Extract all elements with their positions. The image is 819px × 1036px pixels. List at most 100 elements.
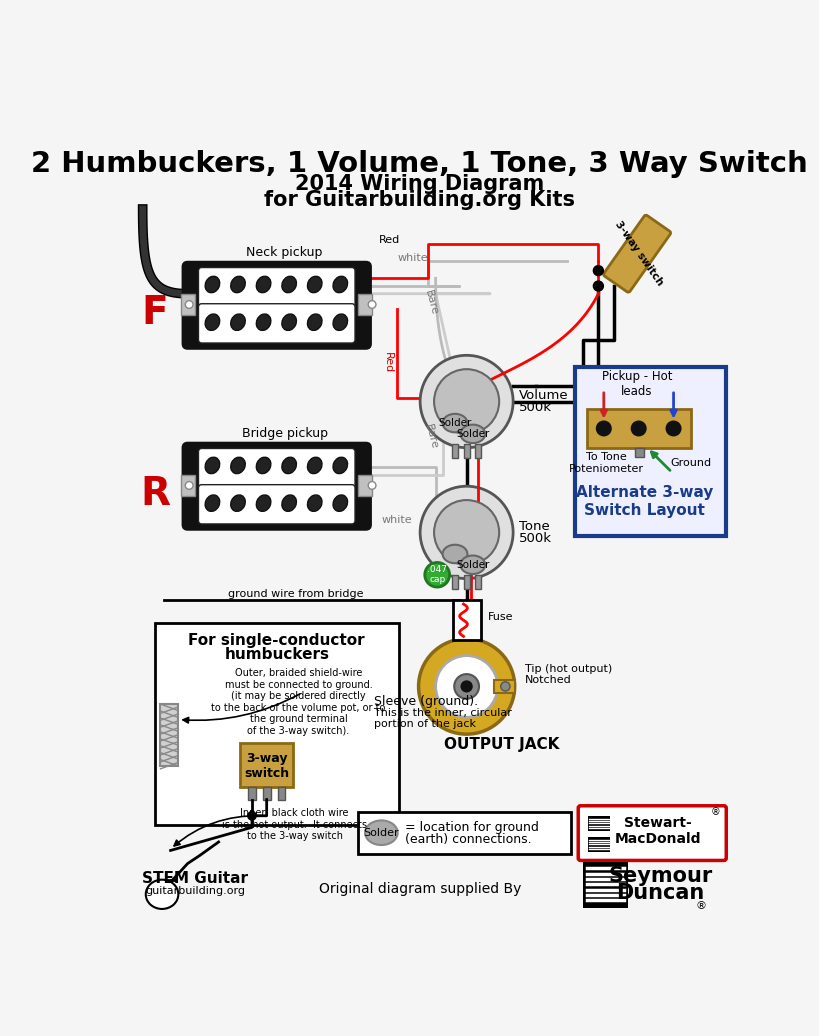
Bar [160,704,179,766]
Ellipse shape [460,555,485,574]
FancyBboxPatch shape [575,367,726,537]
Text: R: R [140,474,170,513]
Bar [452,575,458,588]
Text: for Guitarbuilding.org Kits: for Guitarbuilding.org Kits [264,190,575,209]
Bar [452,443,458,458]
Bar [475,575,482,588]
Ellipse shape [307,495,322,512]
Text: 3-way switch: 3-way switch [613,220,665,288]
Text: Red: Red [378,235,400,244]
Text: 500k: 500k [519,533,552,545]
Text: Duncan: Duncan [616,883,704,902]
Ellipse shape [365,821,398,845]
Text: Neck pickup: Neck pickup [247,247,323,259]
Circle shape [420,355,514,448]
Circle shape [667,422,681,435]
Circle shape [185,482,193,489]
Text: white: white [382,515,412,525]
Bar [358,474,372,496]
Circle shape [500,682,510,691]
FancyBboxPatch shape [183,262,370,348]
Text: Red: Red [382,352,392,374]
Ellipse shape [256,495,271,512]
Ellipse shape [460,425,485,443]
Circle shape [434,500,499,565]
Text: To Tone
Poteniometer: To Tone Poteniometer [568,453,644,473]
Ellipse shape [231,495,245,512]
Text: white: white [397,253,428,262]
Text: Sleeve (ground).: Sleeve (ground). [373,695,477,709]
Text: Seymour: Seymour [609,866,713,886]
Ellipse shape [146,880,179,909]
Text: This is the inner, circular: This is the inner, circular [373,709,512,718]
Text: (earth) connections.: (earth) connections. [405,833,532,846]
Text: Outer, braided shield-wire
must be connected to ground.
(it may be soldered dire: Outer, braided shield-wire must be conne… [211,668,386,736]
Ellipse shape [282,314,296,330]
Text: .047
cap: .047 cap [428,565,447,584]
Bar [588,815,610,831]
Ellipse shape [442,413,468,432]
Text: Solder: Solder [364,828,399,838]
Ellipse shape [282,457,296,473]
Text: Ground: Ground [671,458,712,468]
Text: F: F [142,294,169,332]
Bar [583,862,628,909]
Circle shape [594,282,603,291]
Text: 3-way
switch: 3-way switch [244,752,289,780]
FancyBboxPatch shape [198,485,355,524]
Ellipse shape [205,495,219,512]
Text: humbuckers: humbuckers [224,646,329,662]
Text: 2014 Wiring Diagram: 2014 Wiring Diagram [295,174,544,195]
Text: = location for ground: = location for ground [405,821,539,834]
Text: For single-conductor: For single-conductor [188,633,365,648]
Text: Solder: Solder [456,559,490,570]
Text: Original diagram supplied By: Original diagram supplied By [319,882,522,896]
Text: Notched: Notched [525,675,572,685]
Ellipse shape [205,457,219,473]
Bar [358,294,372,315]
Ellipse shape [282,495,296,512]
Text: portion of the jack: portion of the jack [373,719,476,729]
Circle shape [597,422,611,435]
Bar [182,294,196,315]
Ellipse shape [282,277,296,293]
Text: ®: ® [710,807,720,817]
Ellipse shape [442,545,468,564]
Ellipse shape [333,457,347,473]
Bar [155,624,399,825]
Text: Solder: Solder [456,429,490,439]
Text: Tone: Tone [519,520,550,533]
Text: Volume: Volume [519,388,569,402]
Ellipse shape [231,457,245,473]
Circle shape [436,656,498,717]
Text: guitarbuilding.org: guitarbuilding.org [146,886,246,896]
Text: 2 Humbuckers, 1 Volume, 1 Tone, 3 Way Switch: 2 Humbuckers, 1 Volume, 1 Tone, 3 Way Sw… [31,150,808,178]
FancyBboxPatch shape [198,449,355,491]
Bar [635,448,644,457]
Circle shape [455,674,479,698]
Circle shape [594,266,603,276]
Bar [358,812,571,855]
Bar [586,409,691,448]
Circle shape [369,482,376,489]
Text: Pickup - Hot
leads: Pickup - Hot leads [602,370,672,398]
Ellipse shape [333,314,347,330]
Bar [464,575,470,588]
Text: Fuse: Fuse [488,612,514,623]
Bar [494,681,515,693]
Text: 500k: 500k [519,401,552,414]
Ellipse shape [205,314,219,330]
Circle shape [369,300,376,309]
Text: Bare: Bare [423,424,439,451]
Text: ®: ® [695,901,706,911]
Text: STEM Guitar: STEM Guitar [143,871,248,887]
Ellipse shape [231,277,245,293]
Text: Solder: Solder [438,419,472,428]
Bar [278,787,285,800]
Text: Bare: Bare [423,289,439,316]
FancyBboxPatch shape [604,215,671,292]
FancyBboxPatch shape [198,267,355,310]
Ellipse shape [256,277,271,293]
Ellipse shape [333,495,347,512]
Circle shape [631,422,645,435]
